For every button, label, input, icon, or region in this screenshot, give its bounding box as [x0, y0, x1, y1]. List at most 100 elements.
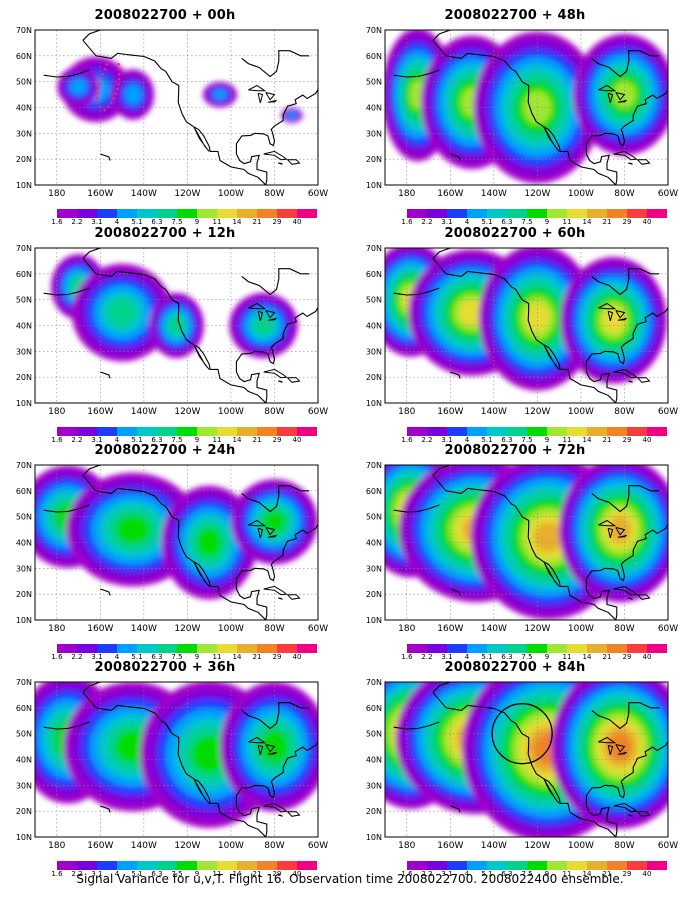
coastline — [263, 368, 288, 379]
lon-tick-label: 80W — [614, 624, 634, 634]
lat-tick-label: 30N — [366, 129, 382, 138]
coastline — [82, 39, 267, 185]
colorbar-swatch — [507, 427, 527, 436]
lat-tick-label: 50N — [366, 78, 382, 87]
coastline — [598, 519, 617, 527]
colorbar-swatch — [487, 209, 507, 218]
lon-tick-label: 160W — [87, 407, 113, 417]
lon-tick-label: 160W — [437, 841, 463, 851]
coastline — [613, 802, 638, 813]
lon-tick-label: 160W — [437, 407, 463, 417]
coastline — [585, 741, 668, 837]
colorbar-label: 1.6 — [401, 218, 413, 226]
lon-tick-label: 100W — [218, 841, 244, 851]
colorbar-swatch — [467, 861, 487, 870]
colorbar-label: 5.1 — [131, 218, 143, 226]
colorbar-label: 2.2 — [71, 653, 83, 661]
coastline — [43, 69, 90, 78]
variance-contour — [459, 299, 485, 326]
variance-map: 70N 60N 50N 40N 30N 20N 10N 180 160W 140W 120W 100W… — [366, 26, 678, 199]
colorbar-swatch — [587, 427, 607, 436]
coastline — [263, 802, 288, 813]
colorbar-swatch — [427, 427, 447, 436]
colorbar-swatch — [217, 861, 237, 870]
colorbar-swatch — [157, 861, 177, 870]
lat-tick-label: 20N — [366, 807, 382, 816]
lon-tick-label: 180 — [398, 624, 415, 634]
colorbar-swatch — [97, 644, 117, 653]
colorbar-swatch — [387, 644, 407, 653]
lon-tick-label: 60W — [308, 407, 328, 417]
coastline — [617, 317, 627, 321]
coastline — [432, 682, 473, 693]
lon-tick-label: 180 — [48, 407, 65, 417]
colorbar-swatch — [57, 209, 77, 218]
colorbar-label: 40 — [642, 653, 652, 661]
colorbar-label: 40 — [292, 653, 302, 661]
colorbar — [37, 861, 317, 870]
colorbar-label: 21 — [602, 653, 612, 661]
lat-tick-label: 40N — [16, 756, 32, 765]
coastline — [585, 524, 668, 620]
lat-tick-label: 10N — [16, 833, 32, 842]
variance-map: 70N 60N 50N 40N 30N 20N 10N 180 160W 140W 120W 100W… — [16, 461, 328, 634]
colorbar-swatch — [197, 209, 217, 218]
colorbar-swatch — [137, 209, 157, 218]
colorbar-swatch — [237, 861, 257, 870]
coastline — [257, 310, 264, 322]
lat-tick-label: 40N — [16, 322, 32, 331]
colorbar-swatch — [77, 861, 97, 870]
colorbar-swatch — [217, 644, 237, 653]
coastline — [393, 504, 440, 513]
colorbar-label: 29 — [622, 436, 632, 444]
colorbar-swatch — [447, 644, 467, 653]
variance-contour — [525, 303, 550, 333]
lat-tick-label: 10N — [366, 181, 382, 190]
colorbar-swatch — [157, 209, 177, 218]
colorbar-label: 11 — [212, 436, 222, 444]
lon-tick-label: 60W — [658, 841, 678, 851]
lon-tick-label: 60W — [658, 407, 678, 417]
coastline — [543, 344, 560, 370]
colorbar-label: 9 — [544, 653, 550, 661]
colorbar-label: 2.2 — [421, 436, 433, 444]
colorbar-swatch — [527, 427, 547, 436]
variance-contour — [213, 89, 227, 100]
colorbar-label: 1.6 — [401, 870, 413, 878]
colorbar-swatch — [447, 209, 467, 218]
colorbar-label: 2.2 — [71, 218, 83, 226]
figure-caption: Signal Variance for u,v,T. Flight 16. Ob… — [76, 872, 624, 886]
colorbar-swatch — [427, 209, 447, 218]
variance-map: 70N 60N 50N 40N 30N 20N 10N 180 160W 140W 120W 100W… — [16, 244, 328, 417]
lon-tick-label: 180 — [398, 407, 415, 417]
coastline — [450, 153, 461, 161]
coastline — [265, 527, 276, 536]
colorbar-label: 29 — [622, 653, 632, 661]
colorbar-label: 6.3 — [501, 436, 513, 444]
coastline — [257, 92, 264, 104]
coastline — [617, 534, 627, 538]
lat-tick-label: 10N — [366, 616, 382, 625]
colorbar-labels: 1.6 2.2 3.1 4 5.1 6.3 7.5 9 11 14 21 29 40 — [37, 218, 317, 228]
lon-tick-label: 100W — [568, 407, 594, 417]
colorbar-label: 21 — [252, 870, 262, 878]
colorbar-swatch — [97, 209, 117, 218]
colorbar-swatch — [257, 861, 277, 870]
panel-title: 2008022700 + 24h — [94, 443, 236, 458]
colorbar-swatch — [177, 427, 197, 436]
variance-map: 70N 60N 50N 40N 30N 20N 10N 180 160W 140W 120W 100W… — [366, 244, 678, 417]
colorbar-label: 40 — [292, 870, 302, 878]
colorbar-label: 11 — [212, 653, 222, 661]
colorbar-label: 7.5 — [521, 436, 533, 444]
lat-tick-label: 40N — [16, 539, 32, 548]
variance-shading — [35, 465, 318, 600]
lat-tick-label: 30N — [366, 564, 382, 573]
coastline — [193, 561, 210, 587]
map-frame — [384, 681, 669, 838]
colorbar-label: 4 — [114, 870, 120, 878]
variance-contour — [70, 78, 87, 95]
colorbar-label: 5.1 — [481, 653, 493, 661]
colorbar-swatch — [527, 644, 547, 653]
variance-shading — [385, 248, 667, 391]
colorbar-swatch — [407, 209, 427, 218]
